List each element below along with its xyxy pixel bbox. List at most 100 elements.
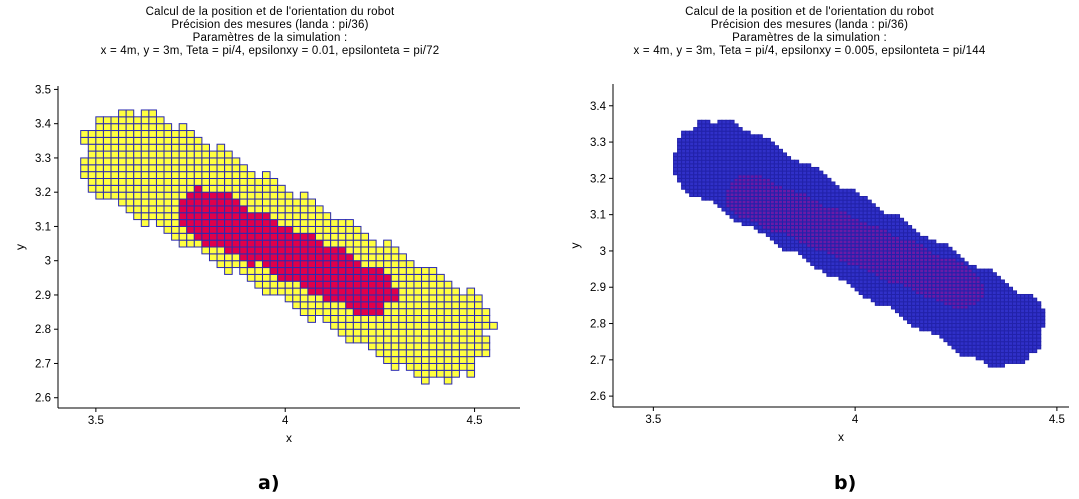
inner-cell	[822, 235, 828, 241]
outer-cell	[943, 326, 949, 332]
outer-cell	[729, 130, 735, 136]
outer-cell	[721, 159, 727, 165]
outer-cell	[292, 219, 301, 227]
outer-cell	[1003, 286, 1009, 292]
inner-cell	[790, 225, 796, 230]
inner-cell	[806, 206, 812, 212]
outer-cell	[390, 273, 400, 282]
outer-cell	[405, 280, 415, 289]
outer-cell	[979, 279, 985, 285]
inner-cell	[798, 235, 804, 241]
outer-cell	[721, 196, 727, 201]
outer-cell	[987, 323, 993, 328]
inner-cell	[741, 214, 747, 219]
outer-cell	[1024, 333, 1030, 339]
outer-cell	[765, 141, 771, 147]
outer-cell	[1016, 337, 1022, 343]
outer-cell	[277, 198, 286, 207]
outer-cell	[269, 205, 279, 214]
inner-cell	[337, 294, 347, 303]
outer-cell	[951, 333, 957, 339]
outer-cell	[725, 156, 731, 161]
inner-cell	[757, 203, 763, 208]
inner-cell	[769, 188, 775, 194]
outer-cell	[959, 341, 965, 346]
outer-cell	[753, 166, 759, 172]
outer-cell	[951, 341, 957, 346]
outer-cell	[995, 286, 1001, 292]
inner-cell	[765, 225, 771, 230]
outer-cell	[987, 275, 993, 281]
outer-cell	[193, 136, 203, 145]
outer-cell	[405, 267, 415, 275]
outer-cell	[693, 127, 699, 132]
outer-cell	[919, 293, 925, 299]
outer-cell	[689, 174, 695, 179]
inner-cell	[838, 228, 844, 234]
inner-cell	[802, 225, 808, 230]
outer-cell	[689, 148, 695, 154]
outer-cell	[903, 315, 909, 321]
outer-cell	[725, 159, 731, 165]
outer-cell	[1007, 290, 1014, 295]
inner-cell	[874, 261, 880, 266]
inner-cell	[943, 290, 949, 295]
inner-cell	[798, 199, 804, 205]
inner-cell	[959, 264, 965, 270]
inner-cell	[854, 235, 860, 241]
outer-cell	[806, 163, 812, 168]
outer-cell	[148, 136, 157, 145]
outer-cell	[882, 279, 888, 285]
outer-cell	[451, 362, 460, 371]
inner-cell	[943, 283, 949, 288]
inner-cell	[773, 188, 779, 194]
outer-cell	[705, 192, 711, 198]
outer-cell	[87, 184, 97, 193]
outer-cell	[907, 312, 913, 317]
outer-cell	[428, 267, 438, 275]
inner-cell	[923, 261, 929, 266]
outer-cell	[999, 315, 1005, 321]
inner-cell	[911, 254, 917, 259]
outer-cell	[451, 369, 460, 378]
outer-cell	[322, 239, 332, 248]
outer-cell	[786, 174, 792, 179]
inner-cell	[802, 192, 808, 198]
outer-cell	[987, 297, 993, 303]
outer-cell	[971, 348, 977, 354]
outer-cell	[814, 250, 820, 256]
outer-cell	[741, 145, 747, 150]
outer-cell	[729, 174, 735, 179]
outer-cell	[140, 219, 150, 227]
outer-cell	[201, 143, 210, 152]
outer-cell	[677, 159, 683, 165]
outer-cell	[709, 174, 715, 179]
outer-cell	[705, 141, 711, 147]
y-tick-label: 3.3	[590, 137, 606, 149]
inner-cell	[777, 217, 783, 223]
outer-cell	[987, 337, 993, 343]
outer-cell	[830, 185, 836, 190]
inner-cell	[842, 228, 848, 234]
outer-cell	[421, 362, 430, 371]
outer-cell	[850, 275, 856, 281]
inner-cell	[322, 287, 332, 296]
inner-cell	[745, 177, 751, 183]
outer-cell	[870, 272, 876, 277]
inner-cell	[345, 273, 354, 282]
outer-cell	[398, 260, 407, 269]
outer-cell	[443, 376, 453, 385]
outer-cell	[874, 297, 880, 303]
outer-cell	[806, 257, 812, 263]
outer-cell	[935, 330, 941, 335]
inner-cell	[850, 254, 856, 259]
outer-cell	[773, 148, 779, 154]
inner-cell	[794, 225, 800, 230]
outer-cell	[148, 205, 157, 214]
inner-cell	[842, 217, 848, 223]
outer-cell	[903, 290, 909, 295]
outer-cell	[939, 243, 945, 248]
outer-cell	[398, 301, 407, 310]
outer-cell	[110, 130, 120, 138]
outer-cell	[1032, 337, 1038, 343]
